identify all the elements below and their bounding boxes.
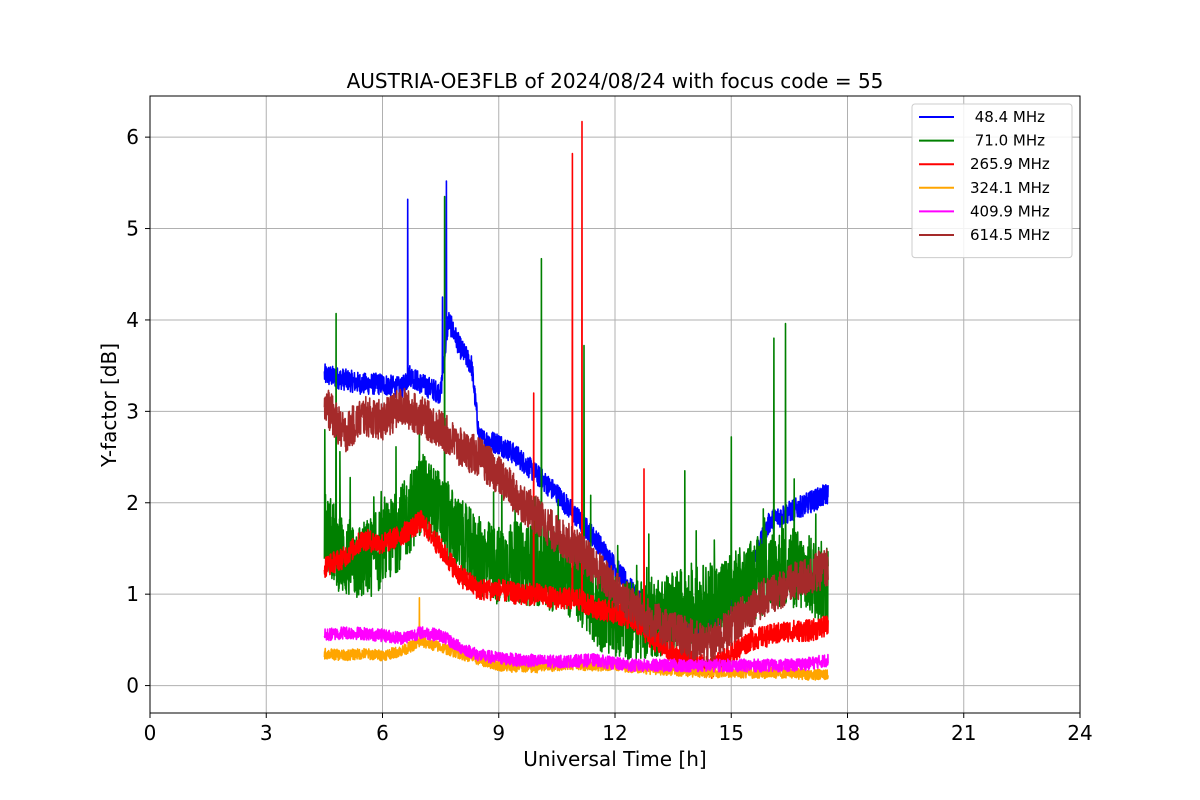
x-tick-label: 24 xyxy=(1067,721,1092,745)
y-tick-label: 3 xyxy=(126,399,139,423)
y-tick-label: 1 xyxy=(126,582,139,606)
x-tick-label: 9 xyxy=(492,721,505,745)
y-tick-label: 0 xyxy=(126,674,139,698)
x-tick-label: 18 xyxy=(835,721,860,745)
legend-label: 614.5 MHz xyxy=(970,226,1050,244)
legend-label: 265.9 MHz xyxy=(970,155,1050,173)
legend-label: 48.4 MHz xyxy=(970,108,1045,126)
series-layer xyxy=(323,120,829,681)
y-tick-label: 5 xyxy=(126,217,139,241)
y-axis-label: Y-factor [dB] xyxy=(97,343,121,468)
legend-label: 324.1 MHz xyxy=(970,179,1050,197)
x-tick-label: 6 xyxy=(376,721,389,745)
legend-box xyxy=(911,103,1073,259)
y-tick-label: 4 xyxy=(126,308,139,332)
series-line xyxy=(323,626,829,673)
chart-title: AUSTRIA-OE3FLB of 2024/08/24 with focus … xyxy=(347,69,884,93)
x-tick-label: 15 xyxy=(719,721,744,745)
legend-label: 409.9 MHz xyxy=(970,202,1050,220)
series-line xyxy=(323,120,829,679)
x-tick-label: 0 xyxy=(144,721,157,745)
x-tick-label: 21 xyxy=(951,721,976,745)
legend-label: 71.0 MHz xyxy=(970,132,1045,150)
x-tick-label: 12 xyxy=(602,721,627,745)
legend: 48.4 MHz 71.0 MHz 265.9 MHz 324.1 MHz 409.9… xyxy=(911,103,1073,259)
x-tick-label: 3 xyxy=(260,721,273,745)
series-line xyxy=(323,387,829,662)
x-axis-label: Universal Time [h] xyxy=(523,747,706,771)
y-tick-label: 2 xyxy=(126,491,139,515)
y-tick-label: 6 xyxy=(126,125,139,149)
